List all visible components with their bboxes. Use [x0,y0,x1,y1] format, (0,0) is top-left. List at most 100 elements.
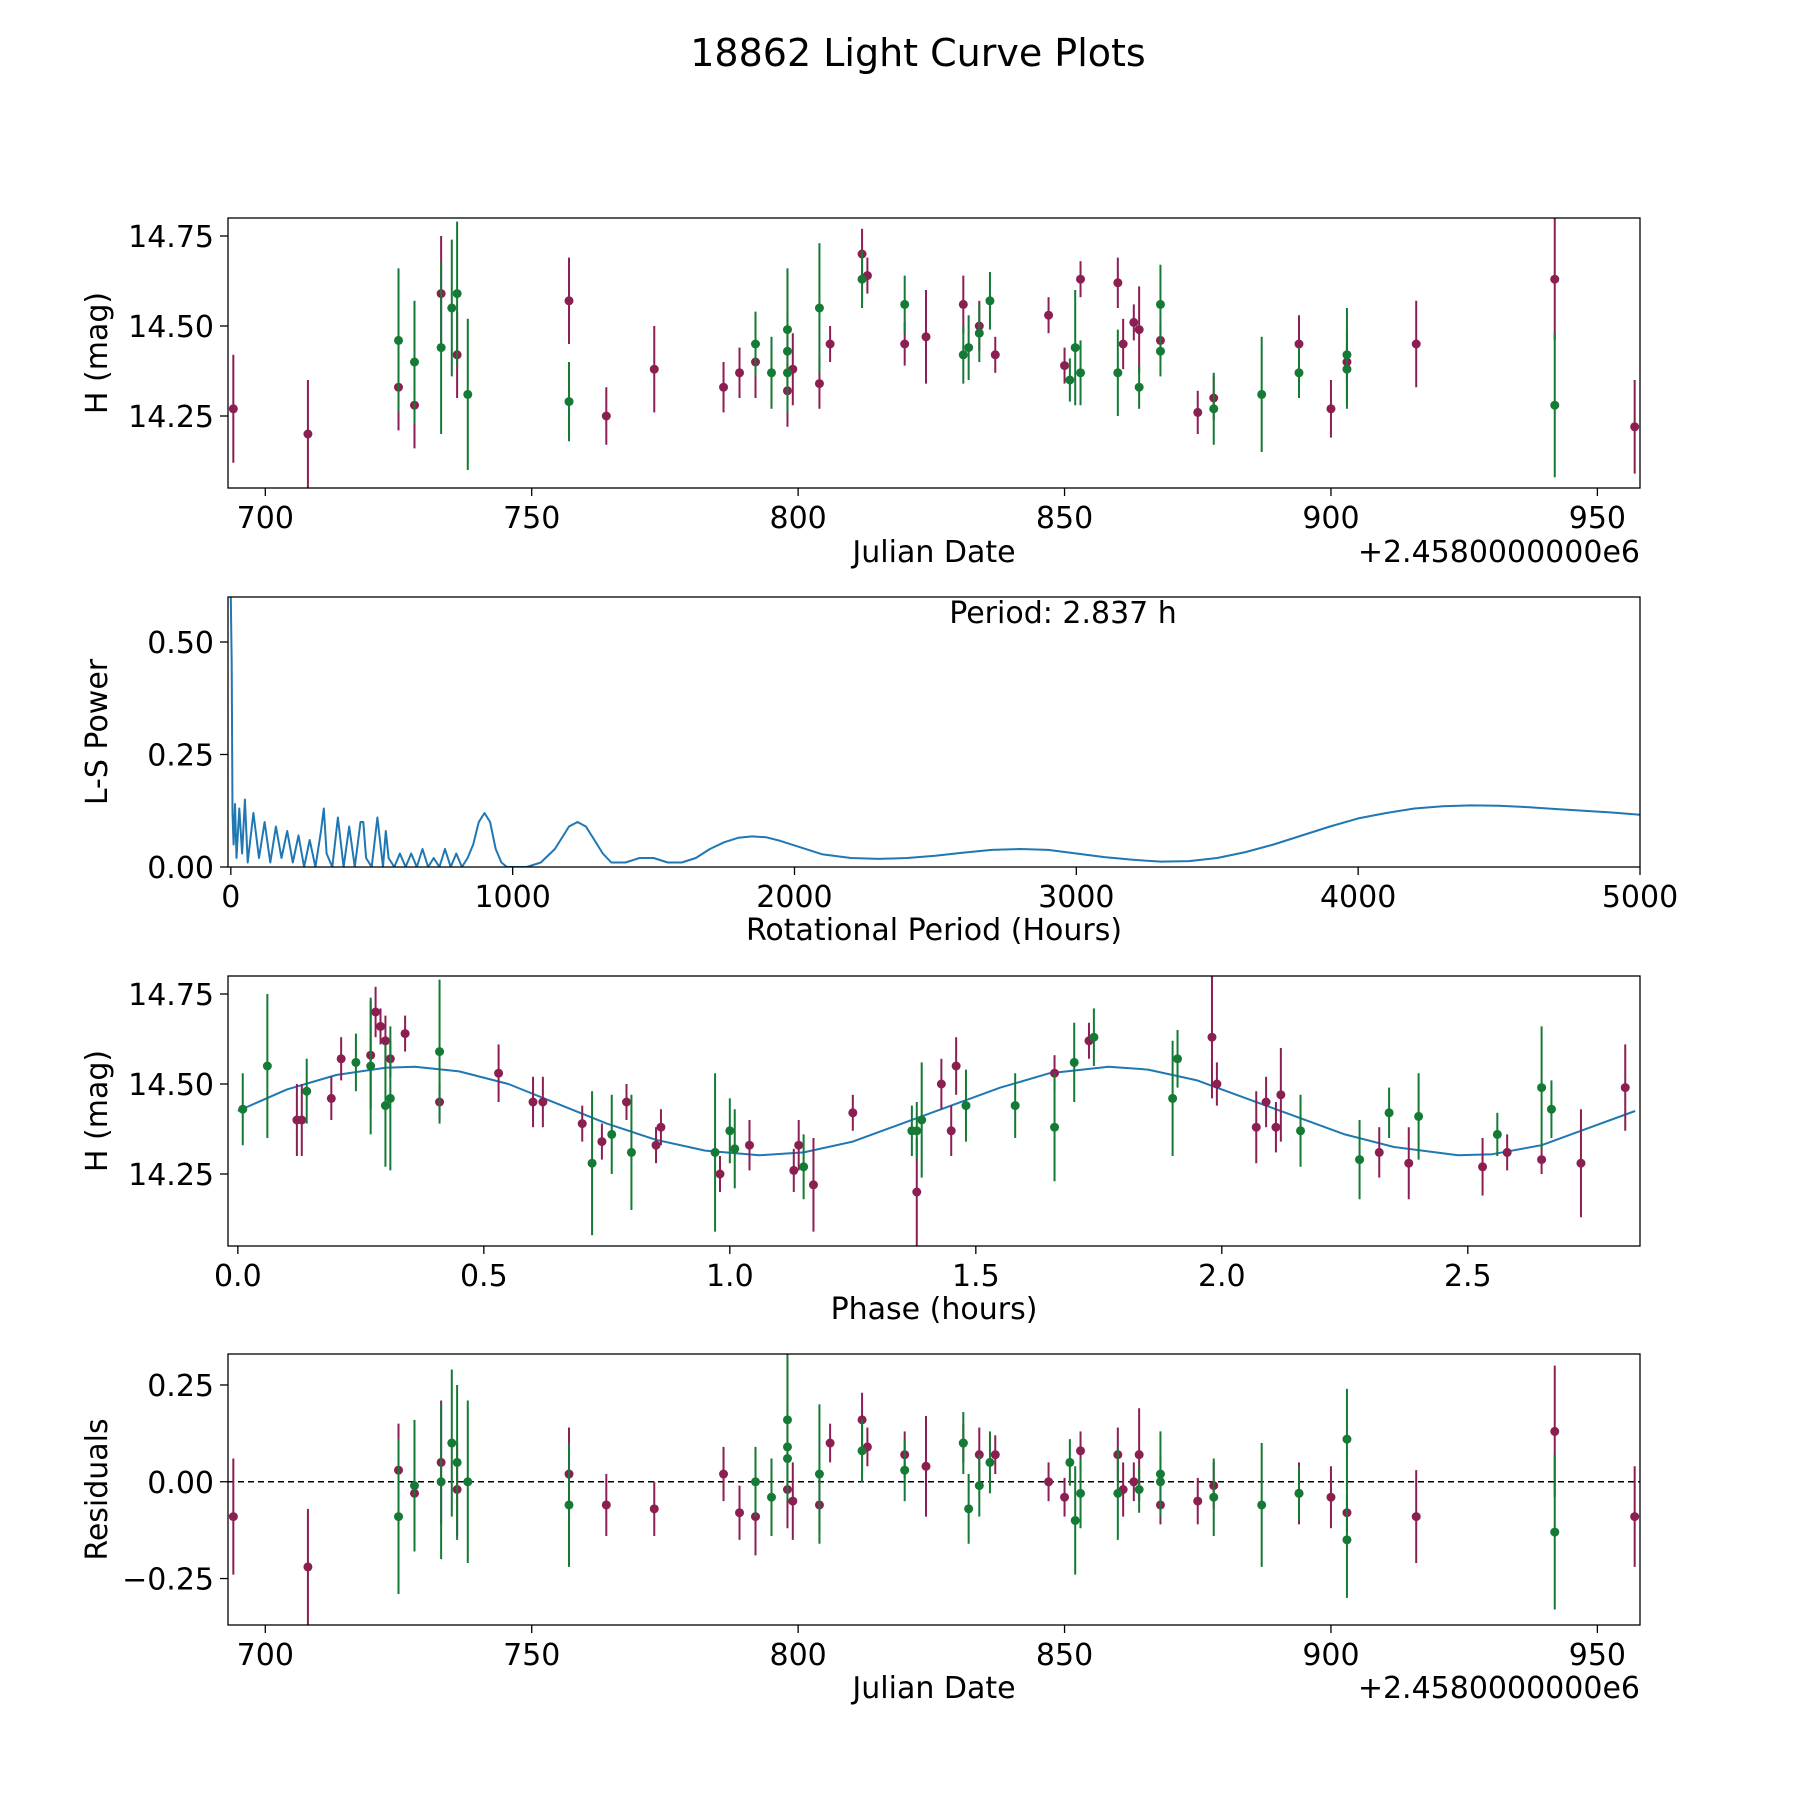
x-tick-label: 800 [769,501,826,536]
series-b-point [766,1492,776,1502]
series-b-point [917,1115,927,1125]
x-tick-label: 900 [1302,1638,1359,1673]
series-b-point [1257,389,1267,399]
series-b-point [435,1047,445,1057]
series-b-point [463,389,473,399]
series-a-point [1294,339,1304,349]
series-b-point [394,1512,404,1522]
y-tick-label: 0.25 [147,739,214,774]
series-a-point [1076,1446,1086,1456]
series-a-point [297,1115,307,1125]
axes-frame [227,596,1641,868]
series-a-point [1134,325,1144,335]
x-tick-label: 2.0 [1198,1259,1246,1294]
series-a-point [794,1140,804,1150]
series-b-point [409,1481,419,1491]
x-tick-label: 3000 [1038,880,1114,915]
y-tick-label: 14.75 [128,978,214,1013]
x-axis-label: Julian Date [850,535,1015,570]
series-a-point [946,1126,956,1136]
series-a-point [228,1512,238,1522]
series-b-point [1155,299,1165,309]
series-a-point [735,368,745,378]
series-a-point [921,1461,931,1471]
x-tick-label: 850 [1036,1638,1093,1673]
series-b-point [985,296,995,306]
y-tick-label: 14.50 [128,1068,214,1103]
series-b-point [751,339,761,349]
series-b-point [447,1438,457,1448]
y-tick-label: 14.25 [128,400,214,435]
series-b-point [964,1504,974,1514]
series-a-point [814,379,824,389]
y-axis-label: Residuals [80,1418,115,1560]
series-a-point [1411,339,1421,349]
y-tick-label: 0.00 [147,1466,214,1501]
sine-fit-line [237,1065,1636,1157]
series-a-point [1630,1512,1640,1522]
series-b-point [1134,1485,1144,1494]
series-a-point [848,1108,858,1118]
x-tick-label: 800 [769,1638,826,1673]
series-b-point [1209,404,1219,414]
series-b-point [1414,1111,1424,1121]
series-b-point [1296,1126,1306,1136]
series-a-point [1326,404,1336,414]
series-b-point [725,1126,735,1136]
x-offset-label: +2.4580000000e6 [1358,535,1640,570]
y-tick-label: 14.50 [128,310,214,345]
series-b-point [385,1093,395,1103]
series-b-point [366,1061,376,1071]
series-a-point [622,1097,632,1107]
series-b-point [857,1446,867,1456]
series-b-point [1546,1104,1556,1114]
x-axis-label: Phase (hours) [831,1292,1038,1327]
x-tick-label: 2000 [756,880,832,915]
series-a-point [303,429,313,439]
series-b-point [1134,382,1144,392]
residuals-panel: 700 750 800 850 900 950 −0.25 0.00 0.25 Julian Da… [80,1353,1641,1706]
series-a-point [1193,1496,1203,1506]
x-offset-label: +2.4580000000e6 [1358,1671,1640,1706]
series-b-point [814,1469,824,1479]
series-a-point [1276,1090,1286,1100]
series-b-point [587,1158,597,1168]
series-a-point [990,1450,1000,1460]
series-a-point [1134,1450,1144,1460]
periodogram-line [229,597,1640,867]
series-b-point [1294,368,1304,378]
series-b-point [1010,1101,1020,1111]
series-a-point [1212,1079,1222,1089]
series-a-point [303,1562,313,1572]
x-tick-label: 0.0 [214,1259,262,1294]
series-b-point [1050,1122,1060,1132]
series-b-point [1113,1488,1123,1498]
series-a-point [825,1438,835,1448]
series-a-point [400,1029,410,1039]
series-a-point [1060,1492,1070,1502]
series-b-point [1173,1054,1183,1064]
series-a-point [326,1093,336,1103]
series-b-point [814,303,824,313]
series-b-point [912,1126,922,1136]
y-tick-label: 0.25 [147,1369,214,1404]
series-b-point [1076,1488,1086,1498]
series-b-point [436,1477,446,1487]
y-tick-label: −0.25 [122,1563,214,1598]
x-tick-label: 0.5 [460,1259,508,1294]
series-a-point [1251,1122,1261,1132]
series-b-point [463,1477,473,1487]
series-b-point [958,1438,968,1448]
x-tick-label: 700 [237,1638,294,1673]
series-b-point [436,343,446,353]
series-a-point [1326,1492,1336,1502]
series-a-point [336,1054,346,1064]
x-tick-label: 1000 [474,880,550,915]
y-axis-label: H (mag) [80,292,115,414]
series-a-point [376,1021,386,1031]
series-b-point [964,343,974,353]
series-a-point [1113,278,1123,288]
period-annotation: Period: 2.837 h [949,596,1177,631]
light-curve-panel: 700 750 800 850 900 950 14.25 14.50 14.75 Julian … [80,217,1641,570]
